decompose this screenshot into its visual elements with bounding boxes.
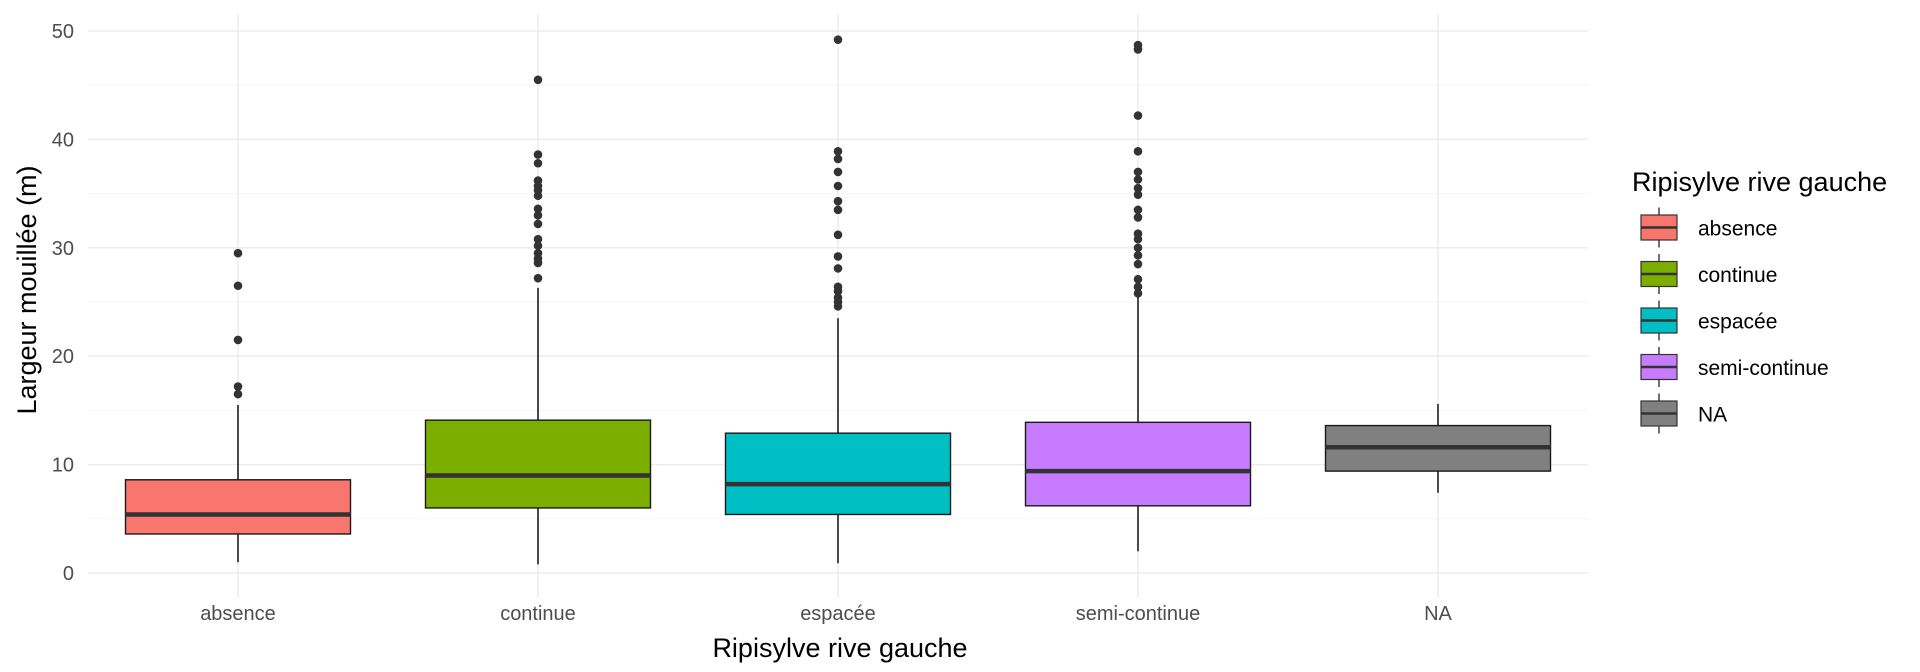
outlier-point <box>533 75 543 85</box>
outlier-point <box>833 293 843 302</box>
outlier-point <box>533 176 543 185</box>
outlier-point <box>833 282 843 292</box>
outlier-point <box>233 389 243 399</box>
outlier-point <box>833 264 843 273</box>
outlier-point <box>833 154 843 164</box>
outlier-point <box>1133 289 1143 298</box>
x-axis-title: Ripisylve rive gauche <box>712 633 967 663</box>
box-group <box>724 35 952 564</box>
legend-items: absence continue espacée semi-continue NA <box>1640 207 1829 434</box>
outlier-point <box>533 248 543 258</box>
box-group <box>424 75 652 565</box>
x-tick-label: continue <box>500 603 576 625</box>
box-group <box>1024 40 1252 552</box>
legend-item: espacée <box>1640 300 1777 341</box>
box <box>1024 421 1252 507</box>
y-tick-label: 40 <box>52 129 74 151</box>
outlier-point <box>1133 259 1143 269</box>
outlier-point <box>1133 205 1143 215</box>
outlier-point <box>233 281 243 291</box>
outlier-point <box>533 273 543 283</box>
y-tick-label: 0 <box>63 563 74 585</box>
outlier-point <box>833 205 843 215</box>
legend-label: semi-continue <box>1698 357 1829 380</box>
x-tick-label: espacée <box>800 603 876 625</box>
outlier-point <box>1133 40 1143 50</box>
outlier-point <box>1133 274 1143 284</box>
legend-item: semi-continue <box>1640 347 1829 387</box>
outlier-point <box>1133 213 1143 222</box>
outlier-point <box>833 196 843 206</box>
outlier-point <box>833 35 843 44</box>
outlier-point <box>833 167 843 177</box>
legend-label: continue <box>1698 264 1777 287</box>
box-group <box>1324 403 1552 493</box>
legend-label: absence <box>1698 218 1777 241</box>
outlier-point <box>1133 282 1143 292</box>
x-tick-label: NA <box>1424 603 1452 625</box>
outlier-point <box>1133 243 1143 253</box>
box <box>724 432 952 516</box>
outlier-point <box>233 382 243 391</box>
y-axis-title: Largeur mouillée (m) <box>12 165 42 414</box>
outlier-point <box>233 335 243 345</box>
outlier-point <box>833 181 843 191</box>
outlier-point <box>1133 147 1143 156</box>
outlier-point <box>833 147 843 156</box>
outlier-point <box>833 230 843 240</box>
x-tick-label: absence <box>200 603 276 625</box>
legend-item: absence <box>1640 207 1777 248</box>
outlier-point <box>1133 111 1143 120</box>
outlier-point <box>533 210 543 220</box>
legend-item: NA <box>1640 393 1727 434</box>
legend-title: Ripisylve rive gauche <box>1632 167 1887 197</box>
outlier-point <box>1133 167 1143 177</box>
box <box>124 479 352 535</box>
plot-area <box>88 14 1588 598</box>
outlier-point <box>533 204 543 214</box>
legend-label: NA <box>1698 404 1727 427</box>
outlier-point <box>1133 183 1143 193</box>
legend: Ripisylve rive gauche absence continue esp… <box>1632 167 1887 434</box>
outlier-point <box>533 150 543 159</box>
y-tick-label: 50 <box>52 21 74 43</box>
y-axis-ticks: 0 10 20 30 40 50 <box>52 21 74 585</box>
box <box>424 419 652 509</box>
x-tick-label: semi-continue <box>1076 603 1201 625</box>
box-group <box>124 248 352 563</box>
y-tick-label: 20 <box>52 346 74 368</box>
boxes <box>124 35 1552 565</box>
outlier-point <box>533 158 543 168</box>
outlier-point <box>1133 229 1143 239</box>
outlier-point <box>233 248 243 258</box>
outlier-point <box>533 219 543 229</box>
outlier-point <box>533 241 543 250</box>
outlier-point <box>833 252 843 261</box>
legend-item: continue <box>1640 254 1777 294</box>
outlier-point <box>533 234 543 244</box>
outlier-point <box>1133 251 1143 260</box>
x-axis-ticks: absence continue espacée semi-continue NA <box>200 603 1452 625</box>
y-tick-label: 30 <box>52 238 74 260</box>
outlier-point <box>1133 175 1143 184</box>
outlier-point <box>1133 190 1143 199</box>
legend-label: espacée <box>1698 311 1777 334</box>
y-tick-label: 10 <box>52 455 74 477</box>
